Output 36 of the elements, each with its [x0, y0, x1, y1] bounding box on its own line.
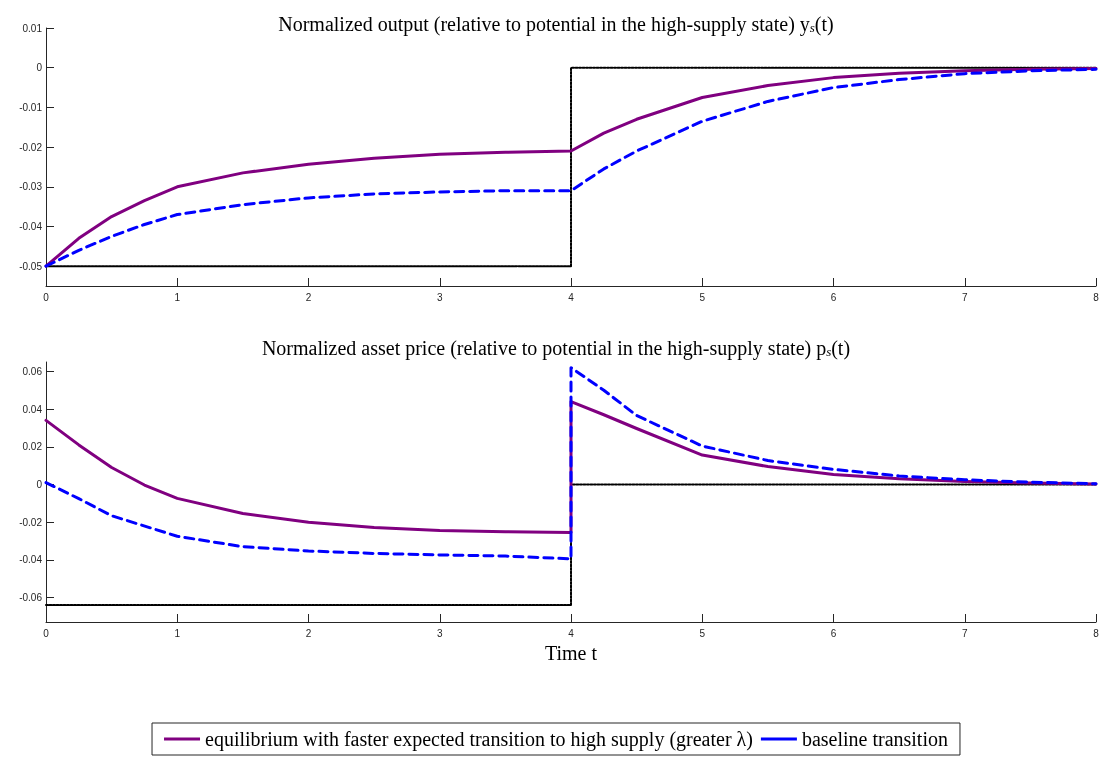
line-series	[44, 366, 1098, 561]
y-tick-label: 0	[36, 62, 43, 74]
x-tick-label: 3	[436, 291, 443, 303]
x-tick-label: 1	[174, 291, 181, 303]
x-tick-label: 2	[305, 627, 312, 639]
y-tick-label: 0.01	[22, 22, 43, 34]
y-tick-label: -0.06	[19, 592, 43, 604]
y-tick-label: 0.04	[22, 403, 43, 415]
x-tick-label: 6	[830, 627, 837, 639]
x-tick-label: 4	[568, 291, 575, 303]
y-tick-label: -0.04	[19, 554, 43, 566]
y-tick-label: 0.06	[22, 365, 43, 377]
x-tick-label: 8	[1093, 291, 1100, 303]
x-tick-label: 7	[961, 627, 968, 639]
legend-label: baseline transition	[801, 728, 948, 750]
chart-title: Normalized asset price (relative to potential in the high-supply state) ps(t)	[261, 336, 851, 360]
x-tick-label: 6	[830, 291, 837, 303]
y-tick-label: -0.02	[19, 141, 43, 153]
y-tick-label: -0.04	[19, 220, 43, 232]
x-axis-title: Time t	[544, 641, 598, 664]
y-tick-label: -0.01	[19, 101, 43, 113]
y-tick-label: 0.02	[22, 441, 43, 453]
y-tick-label: -0.02	[19, 516, 43, 528]
x-tick-label: 7	[961, 291, 968, 303]
x-tick-label: 1	[174, 627, 181, 639]
x-tick-label: 2	[305, 291, 312, 303]
legend-label: equilibrium with faster expected transition to high supply (greater λ)	[205, 728, 753, 751]
x-tick-label: 4	[568, 627, 575, 639]
x-tick-label: 5	[699, 291, 706, 303]
chart-title: Normalized output (relative to potential in the high-supply state) ys(t)	[278, 12, 834, 36]
y-tick-label: -0.05	[19, 260, 43, 272]
y-tick-label: 0	[36, 478, 43, 490]
y-tick-label: -0.03	[19, 181, 43, 193]
x-tick-label: 5	[699, 627, 706, 639]
x-tick-label: 3	[436, 627, 443, 639]
x-tick-label: 8	[1093, 627, 1100, 639]
